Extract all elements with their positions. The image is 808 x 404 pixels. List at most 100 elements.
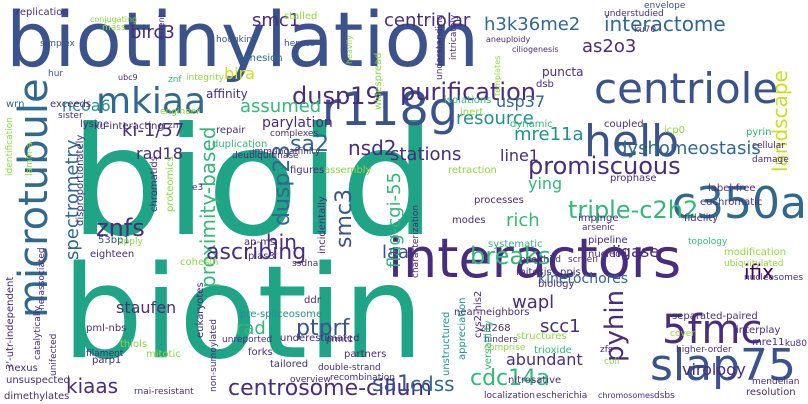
cloud-word: filament xyxy=(86,349,124,359)
cloud-word: staufen xyxy=(116,298,177,317)
cloud-word: proteomics xyxy=(165,156,176,212)
cloud-word: characterization xyxy=(411,204,421,278)
cloud-word: nucleoli xyxy=(588,249,627,260)
cloud-word: figures xyxy=(290,165,325,176)
cloud-word: biotin xyxy=(62,239,424,388)
cloud-word: arsenic xyxy=(582,223,615,233)
cloud-word: zn xyxy=(168,121,179,131)
cloud-word: deubiquitinase xyxy=(232,151,299,161)
cloud-word: smc1 xyxy=(252,10,301,31)
cloud-word: ne-associated xyxy=(37,247,47,310)
cloud-word: fidelity xyxy=(684,213,719,224)
cloud-word: identification xyxy=(5,117,15,176)
cloud-word: ascribing xyxy=(206,240,307,265)
cloud-word: widespread xyxy=(373,52,384,110)
cloud-word: sa1 xyxy=(372,372,411,397)
cloud-word: one-third xyxy=(520,255,561,265)
cloud-word: kiaas xyxy=(66,374,119,398)
cloud-word: systematic xyxy=(488,239,543,250)
cloud-word: cohesion xyxy=(238,53,283,64)
cloud-word: pml-nbs xyxy=(86,323,127,334)
cloud-word: cdc14a xyxy=(470,366,550,391)
cloud-word: understudied xyxy=(604,9,664,19)
cloud-word: euchromatic xyxy=(700,197,763,208)
cloud-word: tailored xyxy=(270,359,309,370)
cloud-word: centriolar xyxy=(384,10,471,31)
cloud-word: nsd2 xyxy=(348,136,397,160)
cloud-word: microtubule xyxy=(11,78,57,318)
cloud-word: parylation xyxy=(262,115,333,131)
cloud-word: znf xyxy=(168,75,182,85)
cloud-word: intricately xyxy=(449,14,459,60)
cloud-word: disproportionately xyxy=(75,134,86,226)
cloud-word: rad xyxy=(236,318,266,339)
cloud-word: apply xyxy=(118,237,143,247)
cloud-word: damage xyxy=(752,155,789,165)
cloud-word: unstructured xyxy=(441,311,452,376)
cloud-word: ku80 xyxy=(784,339,807,349)
cloud-word: ciliogenesis xyxy=(512,45,559,54)
cloud-word: purification xyxy=(400,78,536,106)
cloud-word: catalytically xyxy=(33,305,43,360)
cloud-word: separated-paired xyxy=(672,311,758,322)
cloud-word: isolations xyxy=(444,95,492,106)
cloud-word: birc3 xyxy=(130,22,175,43)
cloud-word: interplay xyxy=(736,325,781,336)
cloud-word: assembly xyxy=(324,165,372,176)
cloud-word: coupled xyxy=(604,119,644,130)
cloud-word: wrn xyxy=(6,99,25,110)
cloud-word: 3'-utr-independent xyxy=(5,276,16,370)
cloud-word: cdss xyxy=(410,372,455,396)
cloud-word: coli xyxy=(604,357,620,367)
cloud-word: interactome xyxy=(604,12,726,36)
cloud-word: ap-ms xyxy=(244,237,276,248)
cloud-word: immunoaffinity xyxy=(252,147,321,157)
cloud-word: simplex xyxy=(40,39,75,49)
cloud-word: abundant xyxy=(506,350,583,369)
cloud-word: kinetochores xyxy=(538,271,629,287)
cloud-word: ligase xyxy=(612,242,660,261)
cloud-word: triple-c2h2 xyxy=(568,196,699,224)
cloud-word: herpes xyxy=(284,39,315,49)
cloud-word: dynamic xyxy=(510,119,553,130)
cloud-word: zfs xyxy=(600,345,613,355)
cloud-word: mre11 xyxy=(752,337,785,348)
cloud-word: mkiaa xyxy=(96,81,207,122)
cloud-word: mre11a xyxy=(514,124,584,145)
cloud-word: promiscuous xyxy=(528,152,681,180)
cloud-word: unreported xyxy=(222,335,273,345)
cloud-word: hur xyxy=(48,69,64,79)
cloud-word: ptprf xyxy=(296,316,350,341)
cloud-word: biology xyxy=(538,279,575,290)
cloud-word: replication xyxy=(16,7,69,18)
cloud-word: hin xyxy=(266,230,297,254)
cloud-word: cohesin xyxy=(180,257,219,268)
cloud-word: engineer xyxy=(160,107,200,117)
cloud-word: eukaryotes xyxy=(195,282,206,338)
cloud-word: slap75 xyxy=(650,340,797,391)
cloud-word: sister xyxy=(58,111,83,121)
cloud-word: cellular xyxy=(752,141,785,151)
cloud-word: mass xyxy=(102,23,126,33)
cloud-word: puncta xyxy=(542,65,584,79)
cloud-word: hinders xyxy=(484,335,518,345)
cloud-word: integrity xyxy=(186,73,225,83)
cloud-word: thiols xyxy=(120,339,148,350)
cloud-word: templates xyxy=(493,55,502,96)
cloud-word: eighteen xyxy=(90,249,135,260)
cloud-word: ddr xyxy=(304,295,321,306)
cloud-word: localization xyxy=(484,391,535,401)
cloud-word: rich xyxy=(506,210,540,231)
cloud-word: chromosomes xyxy=(598,391,655,400)
cloud-word: processes xyxy=(474,195,524,206)
cloud-word: nitrosative xyxy=(508,375,562,386)
cloud-word: parp1 xyxy=(92,355,122,366)
cloud-word: non-sumoylated xyxy=(209,319,219,392)
cloud-word: scc1 xyxy=(540,316,581,337)
cloud-word: mendelian xyxy=(752,377,800,387)
cloud-word: inert xyxy=(460,107,484,118)
cloud-word: repair xyxy=(216,125,246,136)
cloud-word: dyshomeostasis xyxy=(616,138,761,159)
cloud-word: ubc9 xyxy=(118,73,138,82)
